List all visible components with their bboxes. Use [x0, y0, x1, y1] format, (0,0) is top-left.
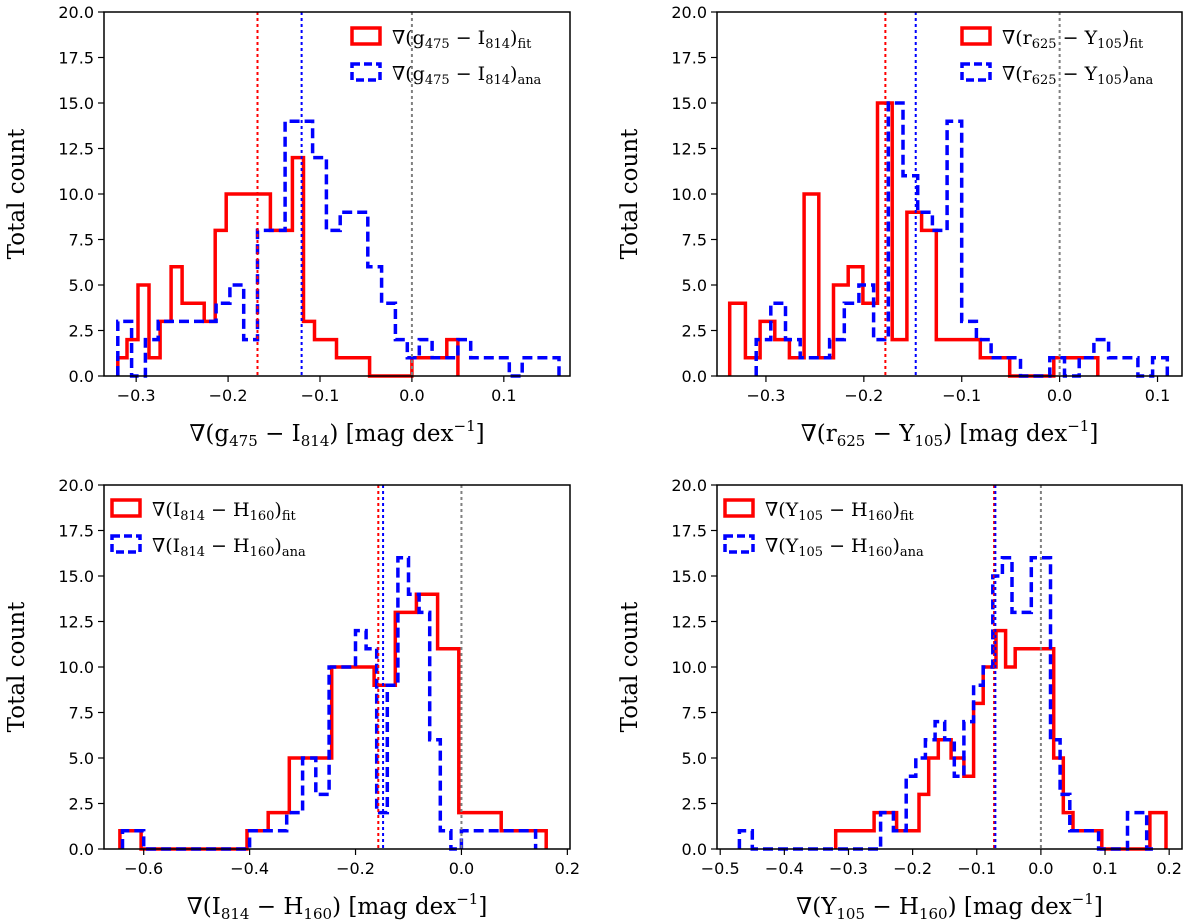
legend-swatch-ana — [960, 62, 992, 82]
histogram-fit — [727, 101, 1100, 378]
y-tick-label: 7.5 — [69, 704, 94, 723]
histogram-ana — [754, 101, 1170, 378]
x-tick-label: −0.4 — [765, 859, 804, 878]
y-tick-label: 20.0 — [58, 3, 94, 22]
x-tick-label: 0.0 — [1047, 386, 1072, 405]
y-tick-label: 20.0 — [58, 476, 94, 495]
x-tick-label: −0.1 — [301, 386, 340, 405]
y-tick-label: 20.0 — [671, 3, 707, 22]
y-tick-label: 12.5 — [671, 140, 707, 159]
legend-swatch-fit — [110, 498, 142, 518]
x-tick-label: 0.1 — [1145, 386, 1170, 405]
y-tick-label: 10.0 — [58, 658, 94, 677]
y-tick-label: 5.0 — [682, 276, 707, 295]
legend-swatch-ana — [723, 534, 755, 554]
y-tick-label: 17.5 — [58, 522, 94, 541]
y-tick-label: 7.5 — [682, 231, 707, 250]
x-tick-label: −0.3 — [117, 386, 156, 405]
legend: ∇(Y105 − H160)fit ∇(Y105 − H160)ana — [723, 498, 924, 560]
legend-label-fit: ∇(I814 − H160)fit — [152, 499, 297, 524]
x-tick-label: 0.1 — [491, 386, 516, 405]
y-tick-label: 15.0 — [671, 567, 707, 586]
y-axis-label: Total count — [617, 128, 643, 259]
legend-swatch-fit — [960, 26, 992, 46]
y-tick-label: 12.5 — [671, 613, 707, 632]
legend-label-ana: ∇(I814 − H160)ana — [152, 535, 306, 560]
x-tick-label: −0.2 — [209, 386, 248, 405]
x-tick-label: 0.0 — [399, 386, 424, 405]
x-tick-label: 0.2 — [555, 859, 580, 878]
legend: ∇(r625 − Y105)fit ∇(r625 − Y105)ana — [960, 26, 1154, 88]
legend-swatch-fit — [723, 498, 755, 518]
histogram-ana — [737, 556, 1157, 851]
x-tick-label: 0.2 — [1156, 859, 1181, 878]
x-tick-label: −0.2 — [893, 859, 932, 878]
x-tick-label: −0.2 — [844, 386, 883, 405]
histogram-fit — [833, 628, 1168, 851]
y-tick-label: 15.0 — [58, 94, 94, 113]
legend-label-fit: ∇(r625 − Y105)fit — [1002, 27, 1144, 52]
legend-label-ana: ∇(g475 − I814)ana — [392, 63, 542, 88]
x-tick-label: −0.3 — [747, 386, 786, 405]
y-tick-label: 5.0 — [682, 749, 707, 768]
histogram-ana — [116, 119, 561, 378]
x-axis-label: ∇(r625 − Y105) [mag dex−1] — [801, 417, 1099, 450]
legend-label-fit: ∇(g475 − I814)fit — [392, 27, 532, 52]
y-tick-label: 0.0 — [69, 840, 94, 859]
y-tick-label: 0.0 — [69, 367, 94, 386]
x-axis-label: ∇(I814 − H160) [mag dex−1] — [187, 890, 488, 923]
y-tick-label: 12.5 — [58, 140, 94, 159]
y-axis-label: Total count — [617, 601, 643, 732]
panel-g475-I814: 0.0 2.5 5.0 7.5 10.0 12.5 15.0 17.5 20.0 −0.3 −0.2… — [4, 3, 571, 450]
x-tick-label: −0.1 — [957, 859, 996, 878]
x-tick-label: −0.6 — [124, 859, 163, 878]
y-axis-label: Total count — [4, 128, 30, 259]
x-tick-label: −0.4 — [230, 859, 269, 878]
y-tick-label: 15.0 — [671, 94, 707, 113]
panel-Y105-H160: 0.0 2.5 5.0 7.5 10.0 12.5 15.0 17.5 20.0 −0.5 −0.4… — [617, 476, 1183, 923]
y-tick-label: 7.5 — [682, 704, 707, 723]
y-tick-label: 0.0 — [682, 367, 707, 386]
legend-swatch-fit — [350, 26, 382, 46]
y-tick-label: 12.5 — [58, 613, 94, 632]
legend: ∇(g475 − I814)fit ∇(g475 − I814)ana — [350, 26, 542, 88]
x-tick-label: 0.0 — [449, 859, 474, 878]
y-tick-label: 5.0 — [69, 749, 94, 768]
y-tick-label: 2.5 — [682, 795, 707, 814]
x-axis-label: ∇(Y105 − H160) [mag dex−1] — [796, 890, 1103, 923]
y-tick-label: 0.0 — [682, 840, 707, 859]
y-tick-label: 10.0 — [671, 185, 707, 204]
x-tick-label: −0.5 — [701, 859, 740, 878]
panel-r625-Y105: 0.0 2.5 5.0 7.5 10.0 12.5 15.0 17.5 20.0 −0.3 −0.2… — [617, 3, 1183, 450]
x-tick-label: −0.1 — [942, 386, 981, 405]
y-tick-label: 2.5 — [69, 795, 94, 814]
y-tick-label: 15.0 — [58, 567, 94, 586]
y-tick-label: 20.0 — [671, 476, 707, 495]
x-tick-label: −0.2 — [336, 859, 375, 878]
legend-swatch-ana — [350, 62, 382, 82]
y-tick-label: 2.5 — [69, 322, 94, 341]
y-tick-label: 10.0 — [671, 658, 707, 677]
legend-label-ana: ∇(r625 − Y105)ana — [1002, 63, 1154, 88]
histogram-fit — [118, 592, 548, 851]
y-tick-label: 7.5 — [69, 231, 94, 250]
legend-label-fit: ∇(Y105 − H160)fit — [765, 499, 915, 524]
y-tick-label: 10.0 — [58, 185, 94, 204]
y-tick-label: 17.5 — [671, 522, 707, 541]
y-tick-label: 17.5 — [671, 49, 707, 68]
y-tick-label: 2.5 — [682, 322, 707, 341]
legend-label-ana: ∇(Y105 − H160)ana — [765, 535, 924, 560]
legend-swatch-ana — [110, 534, 142, 554]
panel-I814-H160: 0.0 2.5 5.0 7.5 10.0 12.5 15.0 17.5 20.0 −0.6 −0.4… — [4, 476, 580, 923]
y-tick-label: 5.0 — [69, 276, 94, 295]
legend: ∇(I814 − H160)fit ∇(I814 − H160)ana — [110, 498, 306, 560]
x-tick-label: 0.1 — [1092, 859, 1117, 878]
y-axis-label: Total count — [4, 601, 30, 732]
histogram-ana — [120, 556, 538, 851]
y-tick-label: 17.5 — [58, 49, 94, 68]
x-axis-label: ∇(g475 − I814) [mag dex−1] — [189, 417, 484, 450]
x-tick-label: 0.0 — [1028, 859, 1053, 878]
x-tick-label: −0.3 — [829, 859, 868, 878]
